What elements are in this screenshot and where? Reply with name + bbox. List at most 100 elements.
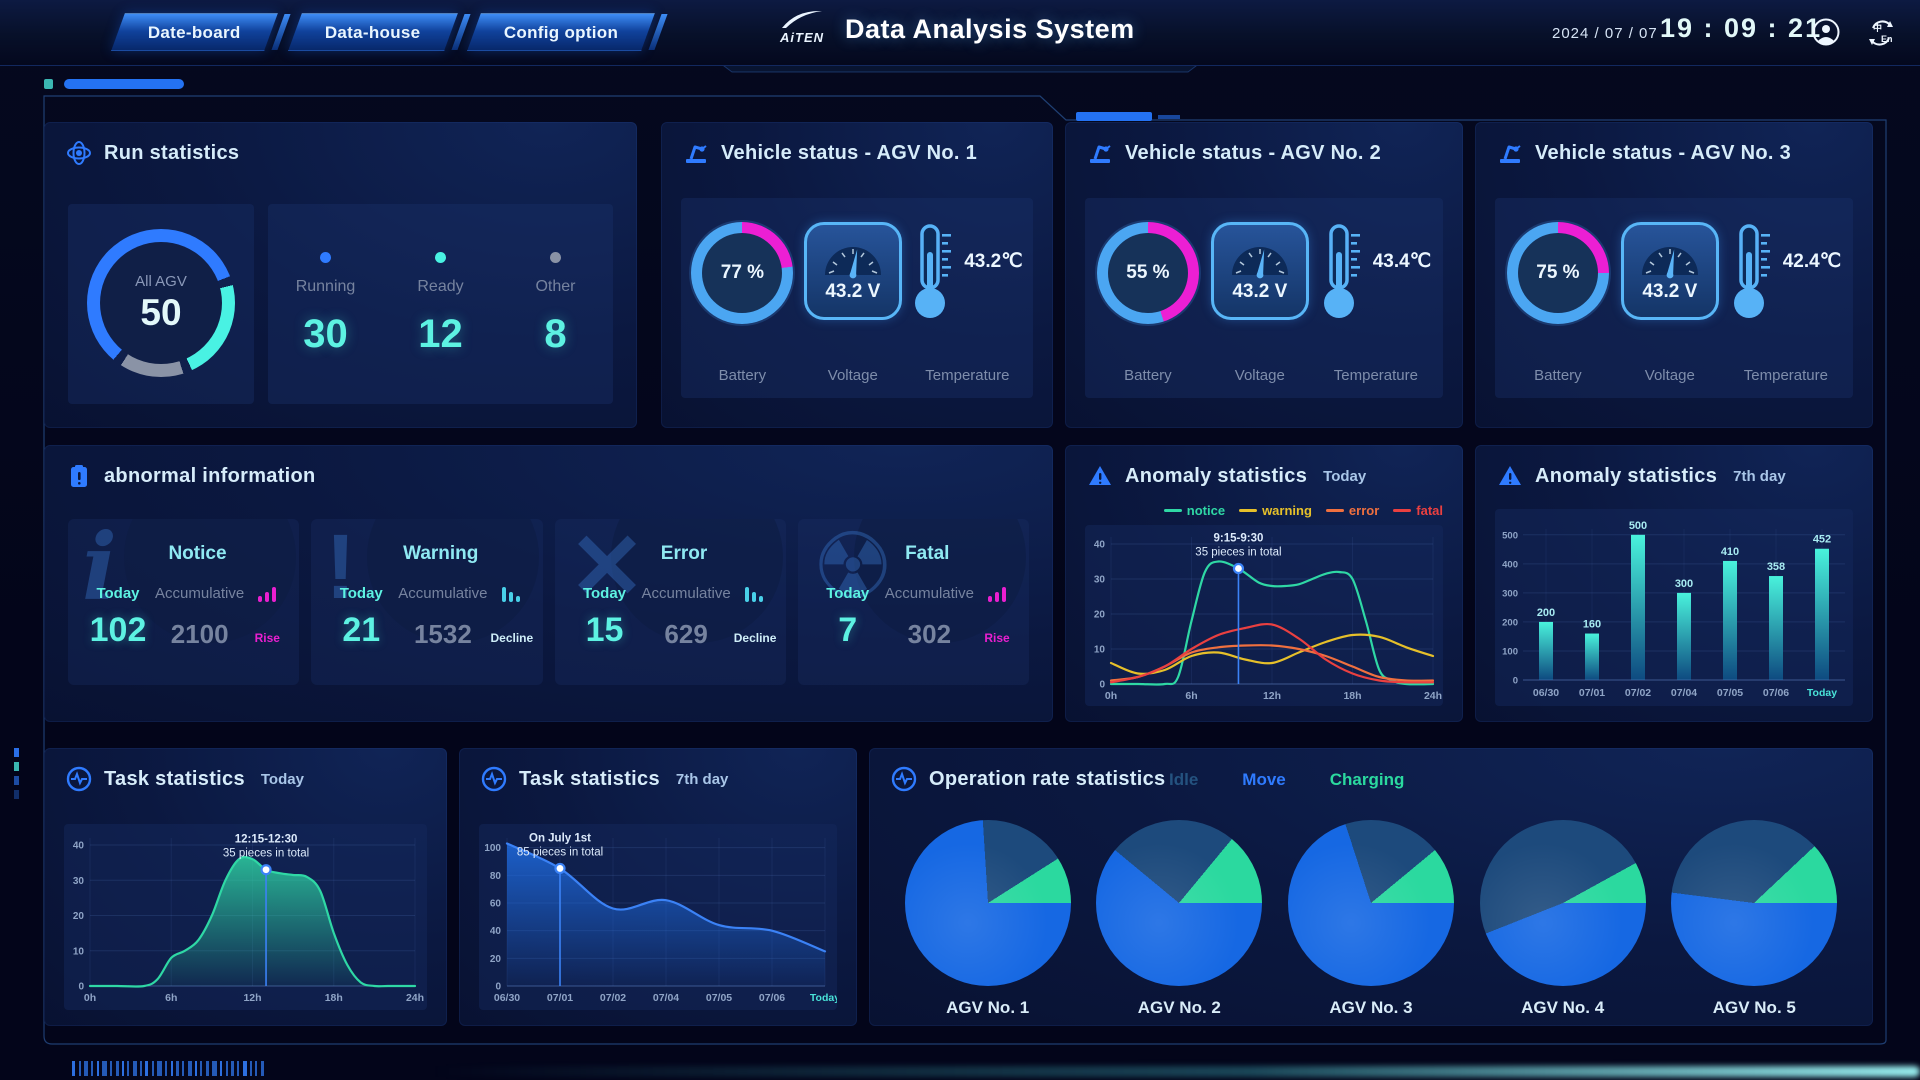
warning-card[interactable]: ! Warning Today Accumulative 21 1532 Dec…: [311, 519, 543, 685]
svg-text:0: 0: [1099, 680, 1105, 691]
svg-text:En: En: [1881, 34, 1893, 44]
svg-text:6h: 6h: [1185, 690, 1197, 702]
decline-bars-icon: [491, 586, 531, 602]
anomaly-today-chart[interactable]: 0 10 20 30 40 0h 6h 12h 18h 24h 9:15-9:30 35 pieces…: [1085, 525, 1443, 706]
user-icon[interactable]: [1812, 18, 1842, 48]
svg-text:07/05: 07/05: [706, 992, 732, 1004]
thermometer-icon: [915, 224, 952, 318]
panel-subtitle: Today: [260, 770, 304, 788]
pulse-circle-icon: [891, 766, 917, 792]
svg-text:24h: 24h: [406, 992, 424, 1004]
panel-title: Task statistics: [519, 767, 660, 790]
svg-text:85 pieces in total: 85 pieces in total: [517, 846, 603, 858]
legend-idle[interactable]: Idle: [1169, 770, 1199, 789]
panel-title: Anomaly statistics: [1125, 464, 1308, 487]
svg-text:30: 30: [1094, 575, 1106, 586]
counter-running: Running 30: [281, 251, 371, 357]
svg-text:60: 60: [490, 899, 502, 910]
logo-swoosh-icon: [782, 10, 822, 28]
svg-text:100: 100: [484, 843, 501, 854]
legend-fatal[interactable]: fatal: [1393, 503, 1443, 518]
bottom-glow-decoration: [430, 1066, 1920, 1077]
legend-warning[interactable]: warning: [1239, 503, 1312, 518]
svg-text:20: 20: [490, 954, 502, 965]
voltage-dial: 43.2 V: [803, 222, 902, 320]
pulse-circle-icon: [481, 766, 507, 792]
svg-text:07/05: 07/05: [1717, 687, 1743, 699]
robot-arm-icon: [1087, 140, 1113, 166]
svg-text:100: 100: [1502, 646, 1518, 657]
decline-bars-icon: [734, 586, 774, 602]
svg-text:07/06: 07/06: [1763, 687, 1789, 699]
anomaly-legend: notice warning error fatal: [1163, 503, 1443, 518]
battery-gauge: 75 % Battery: [1506, 198, 1609, 398]
notice-card[interactable]: i Notice Today Accumulative 102 2100 Ris…: [68, 519, 300, 685]
pie-chart: [1671, 820, 1838, 986]
legend-notice[interactable]: notice: [1163, 503, 1225, 518]
svg-text:07/02: 07/02: [1625, 687, 1651, 699]
svg-text:358: 358: [1767, 561, 1785, 573]
temperature-gauge: 42.4℃ Temperature: [1731, 198, 1841, 398]
battery-gauge: 77 % Battery: [691, 198, 794, 398]
svg-text:12h: 12h: [1263, 690, 1281, 702]
voltage-gauge: 43.2 V Voltage: [1620, 198, 1719, 398]
pulse-circle-icon: [66, 766, 92, 792]
tab-date-board[interactable]: Date-board: [111, 13, 278, 51]
thermometer-icon: [1733, 224, 1770, 318]
other-dot: [550, 251, 561, 263]
robot-arm-icon: [683, 140, 709, 166]
anomaly-statistics-today-panel: Anomaly statistics Today notice warning …: [1065, 445, 1463, 722]
radiation-icon: ☢: [811, 519, 895, 620]
svg-text:452: 452: [1813, 534, 1831, 546]
battery-ring: 55 %: [1096, 222, 1199, 324]
svg-text:On July 1st: On July 1st: [529, 832, 591, 844]
legend-charging[interactable]: Charging: [1329, 770, 1405, 789]
vehicle-status-panel-3: Vehicle status - AGV No. 3 75 % Battery: [1475, 122, 1873, 428]
pie-agv-2: AGV No. 2: [1096, 820, 1263, 1018]
svg-text:9:15-9:30: 9:15-9:30: [1214, 533, 1264, 545]
tab-data-house[interactable]: Data-house: [287, 13, 458, 51]
agv-total-donut: All AGV 50: [87, 229, 235, 377]
panel-subtitle: Today: [1323, 467, 1367, 485]
battery-ring: 75 %: [1506, 222, 1609, 324]
temperature-gauge: 43.2℃ Temperature: [912, 198, 1023, 398]
svg-text:Today: Today: [1807, 687, 1837, 699]
task-week-chart[interactable]: 0 20 40 60 80 100 06/30 07/01 07/02 07/04 07/05 07/…: [479, 824, 837, 1010]
language-toggle-icon[interactable]: 中 En: [1866, 18, 1896, 48]
svg-text:40: 40: [73, 841, 85, 852]
header-clock: 19 : 09 : 21: [1660, 13, 1823, 43]
svg-text:500: 500: [1502, 530, 1518, 541]
svg-text:0h: 0h: [84, 992, 96, 1004]
exclamation-icon: !: [325, 519, 356, 618]
temperature-gauge: 43.4℃ Temperature: [1321, 198, 1431, 398]
error-card[interactable]: ✕ Error Today Accumulative 15 629 Declin…: [554, 519, 786, 685]
svg-text:400: 400: [1502, 559, 1518, 570]
fatal-card[interactable]: ☢ Fatal Today Accumulative 7 302 Rise: [797, 519, 1029, 685]
legend-move[interactable]: Move: [1242, 770, 1286, 789]
page-title: Data Analysis System: [845, 14, 1135, 44]
task-today-chart[interactable]: 0 10 20 30 40 0h 6h 12h 18h 24h 12:15-12:30 35 piec…: [64, 824, 427, 1010]
svg-text:18h: 18h: [1343, 690, 1361, 702]
warning-triangle-icon: [1087, 463, 1113, 489]
panel-subtitle: 7th day: [675, 770, 729, 788]
alert-clipboard-icon: [66, 463, 92, 489]
svg-text:500: 500: [1629, 520, 1647, 532]
vehicle-gauges: 55 % Battery: [1085, 198, 1443, 398]
pie-agv-3: AGV No. 3: [1287, 820, 1454, 1018]
abnormal-cards: i Notice Today Accumulative 102 2100 Ris…: [68, 519, 1029, 685]
svg-text:07/01: 07/01: [547, 992, 573, 1004]
svg-text:07/02: 07/02: [600, 992, 626, 1004]
legend-error[interactable]: error: [1325, 503, 1379, 518]
svg-text:0: 0: [1513, 676, 1518, 687]
panel-title: Operation rate statistics: [929, 767, 1166, 790]
panel-title: Run statistics: [104, 141, 240, 164]
thermometer-icon: [1323, 224, 1360, 318]
panel-title: Vehicle status - AGV No. 1: [721, 141, 978, 164]
tab-config-option[interactable]: Config option: [467, 13, 656, 51]
svg-text:40: 40: [490, 926, 502, 937]
svg-text:Today: Today: [810, 992, 837, 1004]
task-statistics-today-panel: Task statistics Today 0 10 20 30 40 0h 6h 12h 18…: [44, 748, 447, 1026]
info-icon: i: [82, 519, 117, 621]
pie-agv-4: AGV No. 4: [1479, 820, 1646, 1018]
anomaly-week-chart[interactable]: 0 100 200 300 400 500 200 06/30 160 07/01 500 07/02…: [1495, 509, 1853, 706]
